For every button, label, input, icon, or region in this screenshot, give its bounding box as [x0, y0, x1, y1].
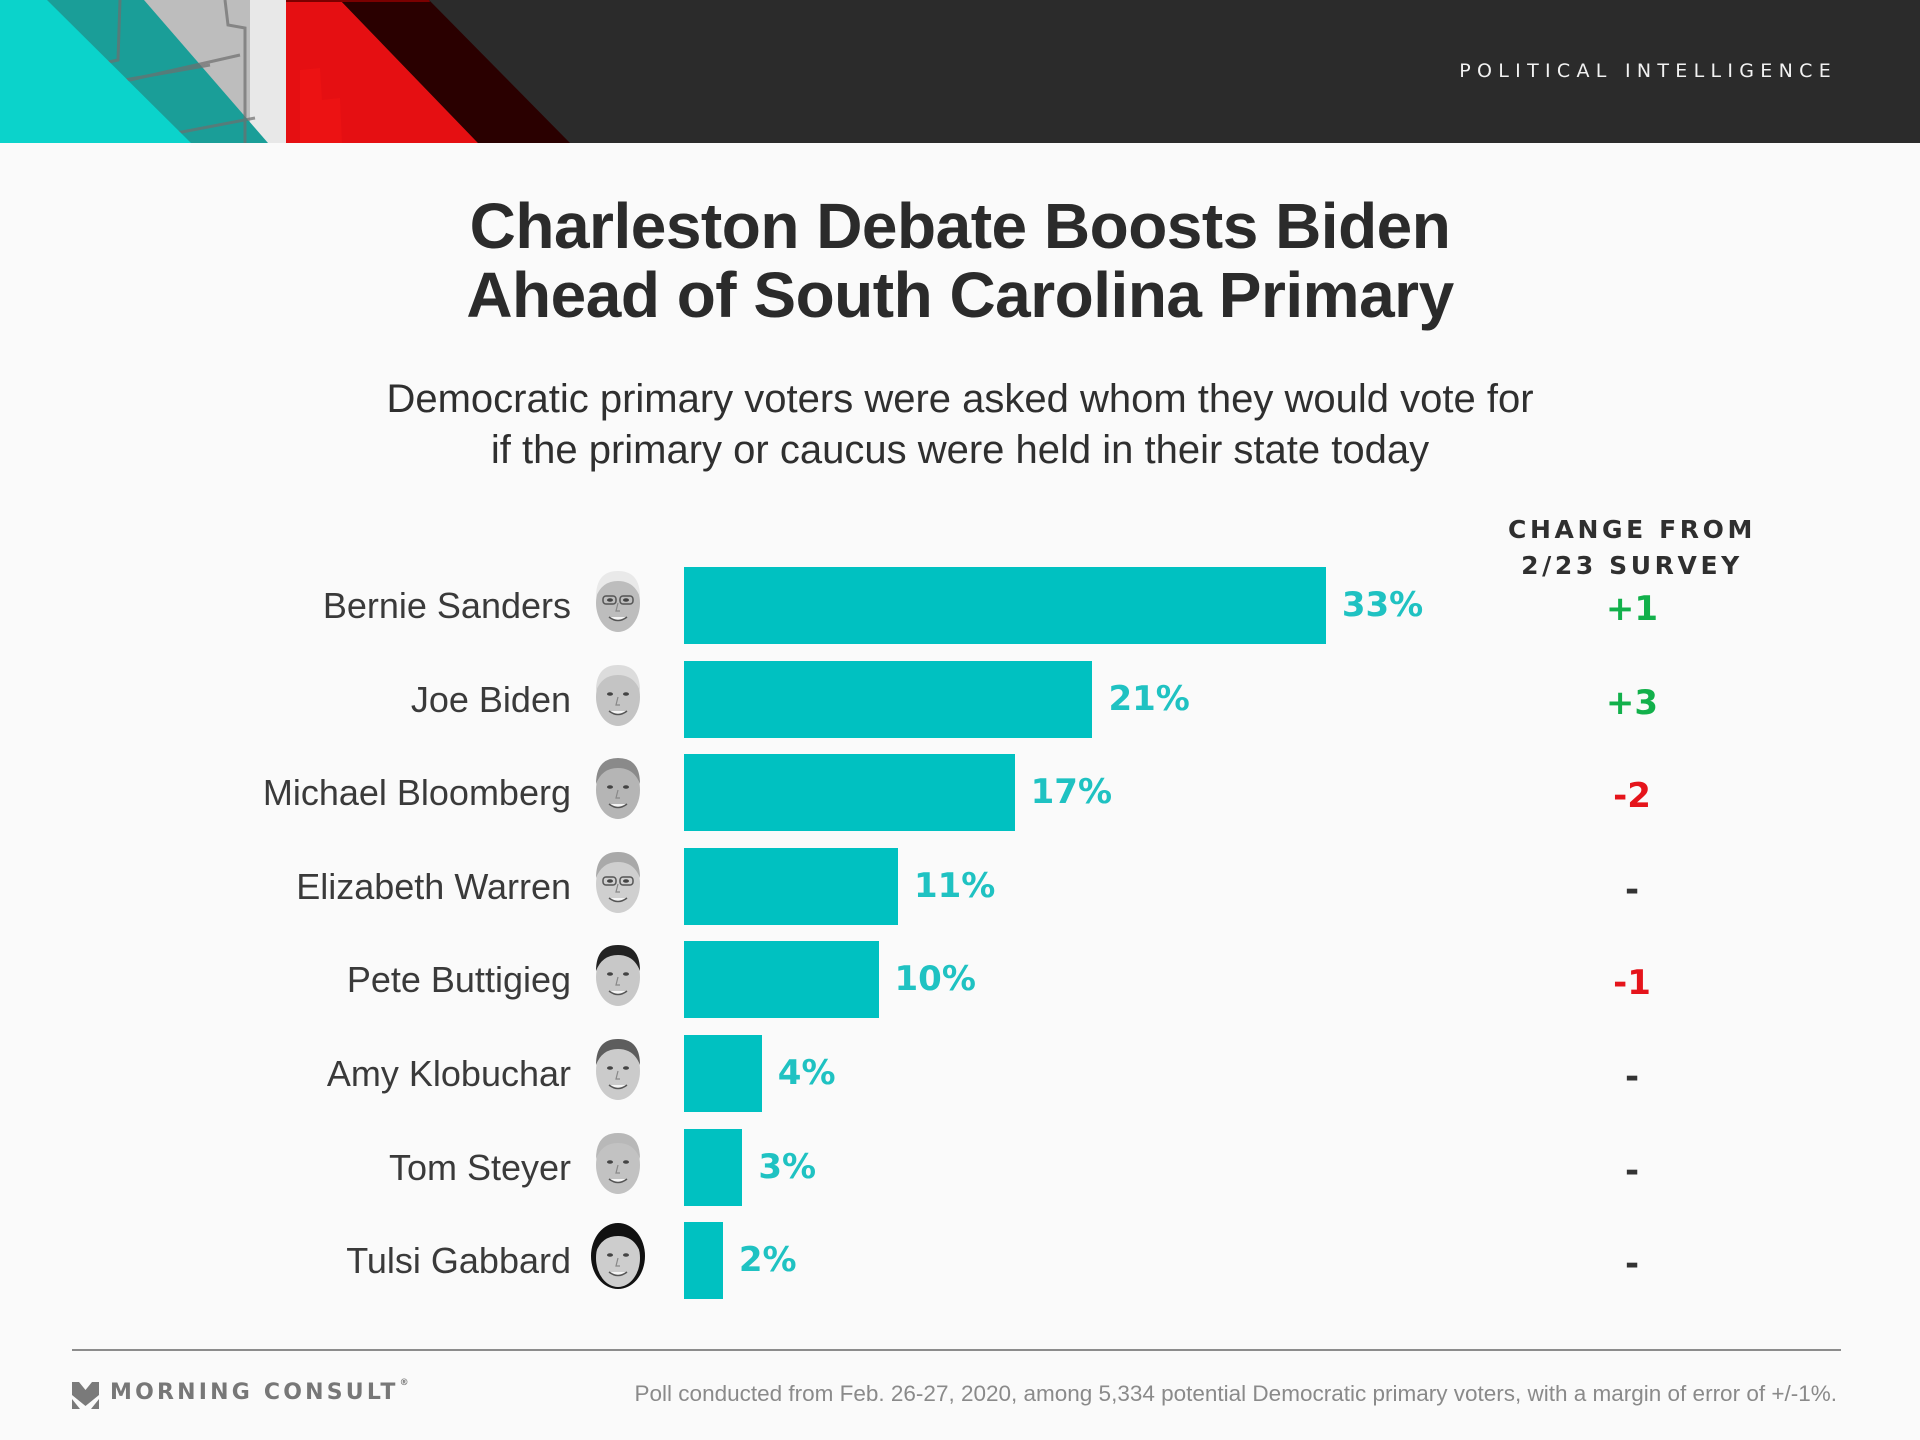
- morning-consult-logo-icon: [72, 1382, 99, 1409]
- section-label: POLITICAL INTELLIGENCE: [1459, 60, 1837, 82]
- chart-row: Elizabeth Warren 11% -: [0, 847, 1920, 925]
- joe-biden-portrait-icon: [596, 664, 640, 726]
- amy-klobuchar-portrait-icon: [596, 1039, 640, 1100]
- chart-row: Amy Klobuchar 4% -: [0, 1035, 1920, 1112]
- pete-buttigieg-portrait-icon: [596, 945, 640, 1007]
- tulsi-gabbard-portrait-icon: [591, 1223, 645, 1290]
- value-label: 2%: [738, 1240, 797, 1281]
- chart-row: Pete Buttigieg 10% -1: [0, 941, 1920, 1019]
- bar-michael-bloomberg: [684, 754, 1015, 832]
- title-line-1: Charleston Debate Boosts Biden: [469, 190, 1451, 262]
- chart-row: Bernie Sanders 33% +1: [0, 567, 1920, 644]
- chart-row: Tom Steyer 3% -: [0, 1128, 1920, 1206]
- change-value: -: [1624, 869, 1640, 910]
- candidate-name: Michael Bloomberg: [262, 772, 571, 814]
- header-darkred-band: [340, 0, 570, 143]
- subtitle-line-1: Democratic primary voters were asked who…: [386, 377, 1534, 421]
- change-header-line-1: CHANGE FROM: [1508, 515, 1756, 544]
- michael-bloomberg-portrait-icon: [596, 758, 640, 820]
- bar-tom-steyer: [684, 1128, 743, 1206]
- header-artwork: [0, 0, 1920, 143]
- morning-consult-logo-text: MORNING CONSULT®: [110, 1378, 409, 1405]
- candidate-name: Tulsi Gabbard: [346, 1240, 571, 1282]
- chart-row: Tulsi Gabbard 2% -: [0, 1222, 1920, 1300]
- candidate-name: Tom Steyer: [388, 1146, 571, 1188]
- value-label: 33%: [1341, 585, 1424, 625]
- bar-bernie-sanders: [684, 567, 1326, 644]
- value-label: 21%: [1108, 678, 1190, 719]
- candidate-name: Bernie Sanders: [322, 585, 571, 626]
- change-column-header: CHANGE FROM 2/23 SURVEY: [1482, 512, 1782, 584]
- bar-pete-buttigieg: [684, 941, 879, 1019]
- chart-row: Michael Bloomberg 17% -2: [0, 754, 1920, 832]
- change-header-line-2: 2/23 SURVEY: [1521, 551, 1743, 580]
- candidate-name: Elizabeth Warren: [296, 865, 571, 907]
- registered-mark: ®: [399, 1378, 409, 1388]
- bar-amy-klobuchar: [684, 1035, 762, 1112]
- change-value: -: [1624, 1150, 1640, 1191]
- chart-row: Joe Biden 21% +3: [0, 660, 1920, 738]
- title-line-2: Ahead of South Carolina Primary: [466, 259, 1454, 331]
- methodology-note: Poll conducted from Feb. 26-27, 2020, am…: [634, 1381, 1837, 1406]
- value-label: 17%: [1030, 772, 1113, 813]
- change-value: -2: [1613, 776, 1651, 817]
- change-value: +1: [1605, 589, 1659, 629]
- header-turquoise-shape: [0, 0, 191, 143]
- bar-joe-biden: [684, 660, 1093, 738]
- page-subtitle: Democratic primary voters were asked who…: [0, 374, 1920, 476]
- value-label: 10%: [894, 959, 976, 1000]
- bar-tulsi-gabbard: [684, 1222, 723, 1300]
- header-banner: POLITICAL INTELLIGENCE: [0, 0, 1920, 143]
- elizabeth-warren-portrait-icon: [596, 851, 640, 913]
- change-value: -1: [1613, 963, 1651, 1004]
- candidate-name: Joe Biden: [410, 678, 571, 720]
- candidate-name: Amy Klobuchar: [326, 1053, 571, 1094]
- subtitle-line-2: if the primary or caucus were held in th…: [490, 428, 1430, 472]
- value-label: 11%: [913, 865, 996, 906]
- tom-steyer-portrait-icon: [596, 1132, 640, 1194]
- logo-wordmark: MORNING CONSULT: [110, 1380, 399, 1405]
- bernie-sanders-portrait-icon: [596, 571, 640, 632]
- bar-elizabeth-warren: [684, 847, 898, 925]
- value-label: 3%: [758, 1146, 817, 1187]
- change-value: -: [1624, 1244, 1640, 1285]
- footer-divider: [72, 1349, 1841, 1351]
- value-label: 4%: [777, 1053, 836, 1093]
- page-title: Charleston Debate Boosts Biden Ahead of …: [0, 192, 1920, 330]
- candidate-name: Pete Buttigieg: [346, 959, 571, 1001]
- change-value: -: [1624, 1057, 1640, 1097]
- change-value: +3: [1605, 682, 1659, 723]
